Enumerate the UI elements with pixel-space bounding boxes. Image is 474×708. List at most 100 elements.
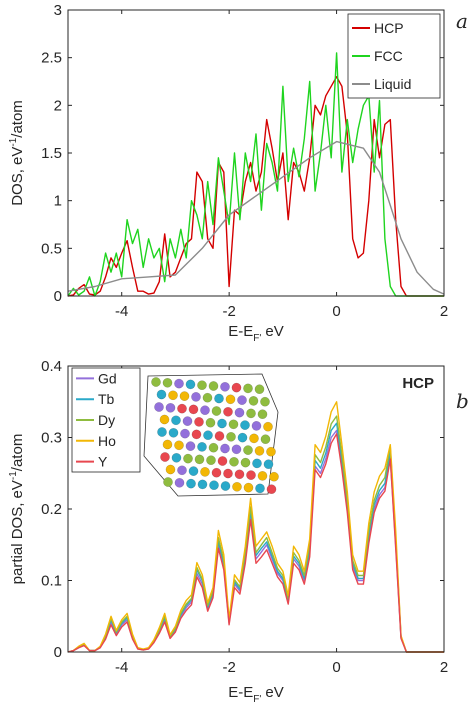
x-tick-label: 0 xyxy=(332,303,340,320)
inset-atom xyxy=(257,471,268,481)
inset-atom xyxy=(229,456,239,467)
inset-atom xyxy=(186,478,196,489)
inset-atom xyxy=(251,421,262,431)
inset-atom xyxy=(165,402,176,413)
panel-a-ylabel: DOS, eV-1/atom xyxy=(8,100,26,206)
inset-atom xyxy=(225,394,236,405)
inset-atom xyxy=(254,384,265,395)
inset-atom xyxy=(177,465,187,476)
inset-atom xyxy=(257,409,268,420)
inset-atom xyxy=(200,405,210,416)
inset-atom xyxy=(194,417,204,427)
panel-a-series xyxy=(67,52,445,297)
inset-atom xyxy=(220,443,230,454)
inset-atom xyxy=(185,379,196,390)
inset-atom xyxy=(154,402,164,412)
legend-label-fcc: FCC xyxy=(374,48,403,64)
inset-atom xyxy=(174,477,185,488)
inset-atom xyxy=(156,389,167,400)
inset-atom xyxy=(168,390,178,401)
panel-b-axes-box xyxy=(67,365,445,653)
inset-atom xyxy=(197,442,207,452)
x-tick-label: 2 xyxy=(440,659,448,676)
inset-atom xyxy=(194,454,205,465)
inset-atom xyxy=(168,427,179,438)
inset-atom xyxy=(231,444,242,455)
inset-atom xyxy=(266,446,276,457)
inset-atom xyxy=(231,382,242,393)
legend-label-hcp: HCP xyxy=(374,20,404,36)
inset-atom xyxy=(232,481,242,492)
inset-atom xyxy=(234,407,245,418)
inset-frame xyxy=(143,373,279,497)
series-line-liquid xyxy=(67,140,445,295)
inset-atom xyxy=(237,395,247,405)
inset-atom xyxy=(171,415,181,426)
series-line-y xyxy=(67,433,444,653)
inset-atom xyxy=(182,416,193,426)
inset-atom xyxy=(180,428,190,439)
inset-atom xyxy=(263,459,274,470)
inset-atom xyxy=(188,466,199,476)
inset-atom xyxy=(252,458,262,469)
legend-label-tb: Tb xyxy=(98,391,115,407)
inset-atom xyxy=(206,455,216,466)
inset-atom xyxy=(197,380,207,391)
inset-atom xyxy=(179,391,190,401)
inset-atom xyxy=(226,431,236,442)
inset-atom xyxy=(214,393,224,404)
inset-atom xyxy=(269,471,279,482)
panel-b-ticks: -4 -2 0 2 0 0.1 0.2 0.3 0.4 xyxy=(41,358,448,676)
inset-atom xyxy=(159,414,170,425)
inset-atom xyxy=(211,467,222,478)
inset-atom xyxy=(191,392,201,402)
inset-atom xyxy=(237,432,248,443)
inset-atom xyxy=(208,381,219,391)
inset-atom xyxy=(255,483,265,494)
inset-atom xyxy=(220,481,231,491)
inset-atom xyxy=(214,431,225,441)
panel-b-series xyxy=(67,401,444,653)
inset-atom xyxy=(234,469,245,480)
panel-a-letter: a xyxy=(456,9,468,33)
inset-atom xyxy=(174,378,184,389)
legend-label-liquid: Liquid xyxy=(374,76,411,92)
panel-b-legend: Gd Tb Dy Ho Y xyxy=(71,367,141,473)
inset-atom xyxy=(243,445,253,455)
y-tick-label: 0.5 xyxy=(41,240,62,257)
y-tick-label: 1.5 xyxy=(41,145,62,162)
inset-atom xyxy=(171,452,182,463)
y-tick-label: 0.3 xyxy=(41,430,62,447)
inset-atom xyxy=(162,377,173,388)
inset-atom xyxy=(151,377,161,387)
inset-atom xyxy=(202,392,213,403)
legend-label-dy: Dy xyxy=(98,412,115,428)
panel-a-dos-chart: -4 -2 0 2 0 0.5 1 1.5 2 2.5 3 HCP FCC Liquid a DOS, … xyxy=(8,2,468,344)
inset-atom xyxy=(266,484,277,495)
inset-atom xyxy=(177,403,187,414)
inset-atom xyxy=(162,439,173,450)
x-tick-label: -2 xyxy=(222,303,235,320)
hcp-crystal-inset xyxy=(143,373,279,497)
panel-a-ticks: -4 -2 0 2 0 0.5 1 1.5 2 2.5 3 xyxy=(41,2,448,320)
inset-atom xyxy=(211,406,222,416)
inset-atom xyxy=(263,421,273,432)
inset-atom xyxy=(163,477,173,487)
y-tick-label: 0 xyxy=(54,288,62,305)
x-tick-label: -2 xyxy=(222,659,235,676)
inset-atom xyxy=(248,396,259,406)
y-tick-label: 0 xyxy=(54,644,62,661)
legend-label-y: Y xyxy=(98,454,108,470)
inset-atom xyxy=(157,427,167,437)
inset-atom xyxy=(254,446,265,456)
inset-atom xyxy=(217,456,228,466)
inset-atom xyxy=(217,418,227,429)
x-tick-label: -4 xyxy=(115,659,128,676)
inset-atom xyxy=(220,381,230,392)
inset-atom xyxy=(209,480,219,491)
panel-b-ylabel: partial DOS, eV-1/atom xyxy=(8,434,26,585)
inset-atom xyxy=(208,442,219,453)
inset-atom xyxy=(165,464,176,475)
inset-atom xyxy=(243,383,253,394)
